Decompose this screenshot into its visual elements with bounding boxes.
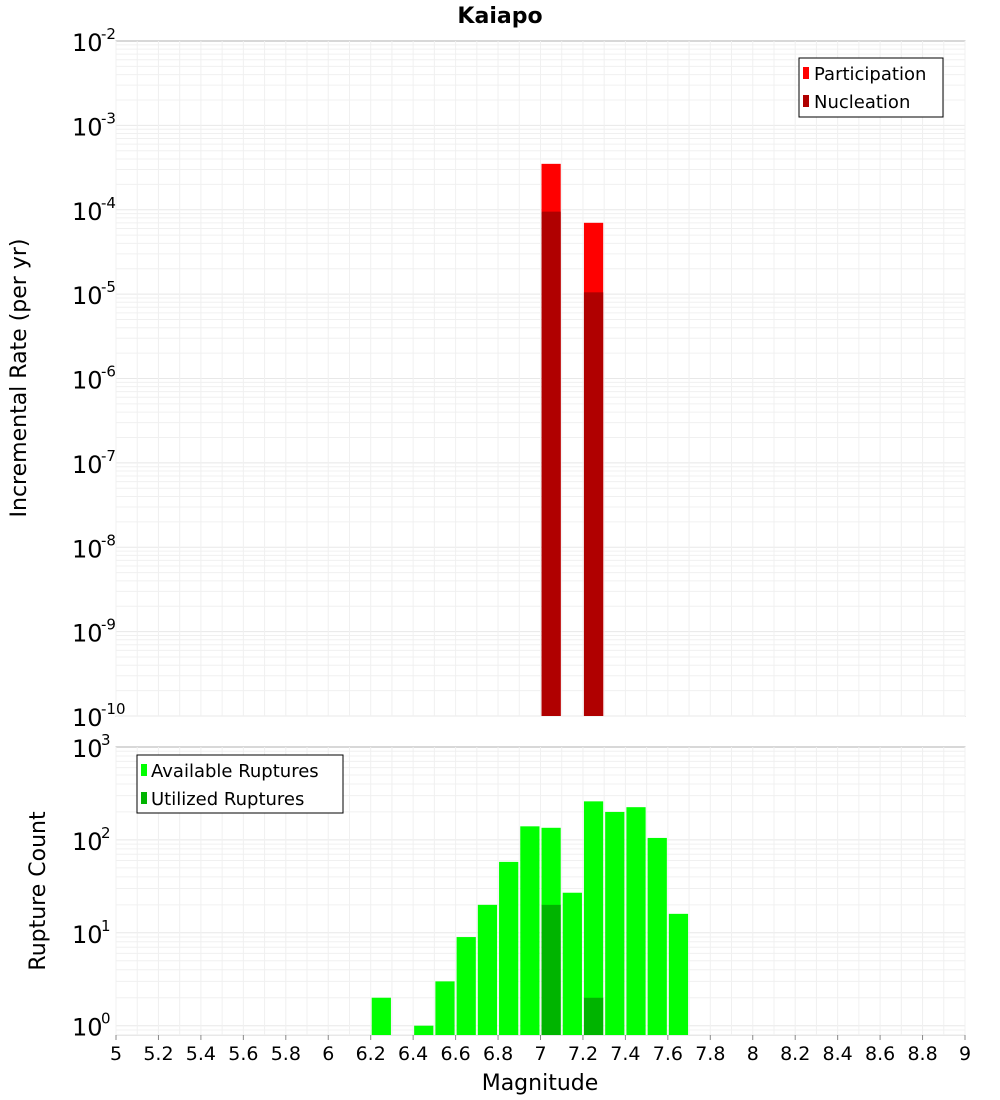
chart-title: Kaiapo xyxy=(457,4,542,29)
rate-y-axis-label: Incremental Rate (per yr) xyxy=(7,239,32,518)
rate-y-tick-exponent: -3 xyxy=(101,109,116,127)
count-y-tick-exponent: 2 xyxy=(101,824,111,842)
x-tick-label: 8.2 xyxy=(780,1043,810,1065)
count-bar-available xyxy=(647,837,667,1035)
legend-label-utilized: Utilized Ruptures xyxy=(151,789,304,810)
legend-label-nucleation: Nucleation xyxy=(814,92,910,113)
x-tick-label: 8 xyxy=(747,1043,759,1065)
count-y-axis-label: Rupture Count xyxy=(26,811,51,971)
legend-swatch-utilized xyxy=(141,792,147,804)
count-y-tick-label: 10 xyxy=(72,735,103,763)
rate-y-tick-label: 10 xyxy=(72,367,103,395)
rate-y-tick-label: 10 xyxy=(72,282,103,310)
rate-y-tick-label: 10 xyxy=(72,29,103,57)
count-bar-utilized xyxy=(541,904,561,1035)
rate-y-tick-exponent: -5 xyxy=(101,278,116,296)
count-bar-available xyxy=(605,811,625,1035)
count-y-tick-label: 10 xyxy=(72,1014,103,1042)
rate-y-tick-label: 10 xyxy=(72,704,103,732)
count-bars xyxy=(371,801,689,1035)
x-tick-label: 7.8 xyxy=(695,1043,725,1065)
count-y-tick-exponent: 1 xyxy=(101,917,111,935)
rate-bar-nucleation xyxy=(541,211,561,716)
legend-swatch-nucleation xyxy=(803,95,809,107)
x-tick-label: 8.8 xyxy=(907,1043,937,1065)
magnitude-x-ticks: 5 5.2 5.4 5.6 5.8 6 6.2 6.4 6.6 6.8 7 7.2 7.4 7.6 7.8 8… xyxy=(110,1035,971,1065)
rate-panel: 10-210-310-410-510-610-710-810-910-10 In… xyxy=(7,25,966,732)
x-tick-label: 7.6 xyxy=(653,1043,683,1065)
x-tick-label: 7.2 xyxy=(568,1043,598,1065)
x-tick-label: 6.2 xyxy=(356,1043,386,1065)
rate-y-tick-exponent: -10 xyxy=(101,700,126,718)
magnitude-x-axis-label: Magnitude xyxy=(482,1071,599,1096)
rate-y-tick-label: 10 xyxy=(72,451,103,479)
rate-legend: Participation Nucleation xyxy=(798,57,944,118)
count-bar-available xyxy=(562,892,582,1035)
rate-y-ticks: 10-210-310-410-510-610-710-810-910-10 xyxy=(72,25,126,732)
x-tick-label: 5.8 xyxy=(271,1043,301,1065)
count-bar-available xyxy=(477,904,498,1035)
count-y-tick-exponent: 3 xyxy=(101,731,111,749)
x-tick-label: 6 xyxy=(322,1043,334,1065)
count-gridlines xyxy=(115,747,966,1036)
rate-y-tick-label: 10 xyxy=(72,198,103,226)
x-tick-label: 5.2 xyxy=(143,1043,173,1065)
x-tick-label: 6.8 xyxy=(483,1043,513,1065)
x-tick-label: 5.4 xyxy=(186,1043,216,1065)
legend-swatch-participation xyxy=(803,67,809,79)
x-tick-label: 9 xyxy=(959,1043,971,1065)
rate-y-tick-exponent: -7 xyxy=(101,447,116,465)
count-y-tick-label: 10 xyxy=(72,828,103,856)
rate-y-tick-label: 10 xyxy=(72,535,103,563)
rate-y-tick-label: 10 xyxy=(72,113,103,141)
rate-bars xyxy=(541,163,604,717)
x-tick-label: 7.4 xyxy=(610,1043,640,1065)
count-bar-available xyxy=(520,826,540,1035)
x-tick-label: 5 xyxy=(110,1043,122,1065)
x-tick-label: 8.4 xyxy=(823,1043,853,1065)
rate-y-tick-exponent: -4 xyxy=(101,194,116,212)
count-y-tick-label: 10 xyxy=(72,921,103,949)
rate-y-tick-exponent: -9 xyxy=(101,616,116,634)
x-tick-label: 5.6 xyxy=(228,1043,258,1065)
x-tick-label: 7 xyxy=(534,1043,546,1065)
count-bar-available xyxy=(626,807,646,1035)
rate-y-tick-exponent: -2 xyxy=(101,25,116,43)
count-bar-available xyxy=(499,861,519,1035)
legend-swatch-available xyxy=(141,764,147,776)
rate-legend-box xyxy=(798,57,944,118)
count-bar-available xyxy=(668,913,689,1035)
rate-y-tick-label: 10 xyxy=(72,620,103,648)
count-bar-available xyxy=(414,1025,434,1035)
count-bar-utilized xyxy=(583,997,604,1035)
count-bar-available xyxy=(583,801,604,1035)
count-bar-available xyxy=(456,937,476,1035)
count-y-tick-exponent: 0 xyxy=(101,1010,111,1028)
x-tick-label: 6.6 xyxy=(440,1043,470,1065)
rate-y-tick-exponent: -6 xyxy=(101,363,116,381)
rate-y-tick-exponent: -8 xyxy=(101,531,116,549)
rate-gridlines xyxy=(115,41,966,717)
legend-label-available: Available Ruptures xyxy=(151,761,319,782)
count-legend-box xyxy=(136,754,344,814)
count-bar-available xyxy=(371,997,391,1035)
legend-label-participation: Participation xyxy=(814,64,926,85)
rate-bar-nucleation xyxy=(583,292,604,716)
x-tick-label: 8.6 xyxy=(865,1043,895,1065)
count-bar-available xyxy=(435,981,455,1035)
count-legend: Available Ruptures Utilized Ruptures xyxy=(136,754,344,814)
x-tick-label: 6.4 xyxy=(398,1043,428,1065)
